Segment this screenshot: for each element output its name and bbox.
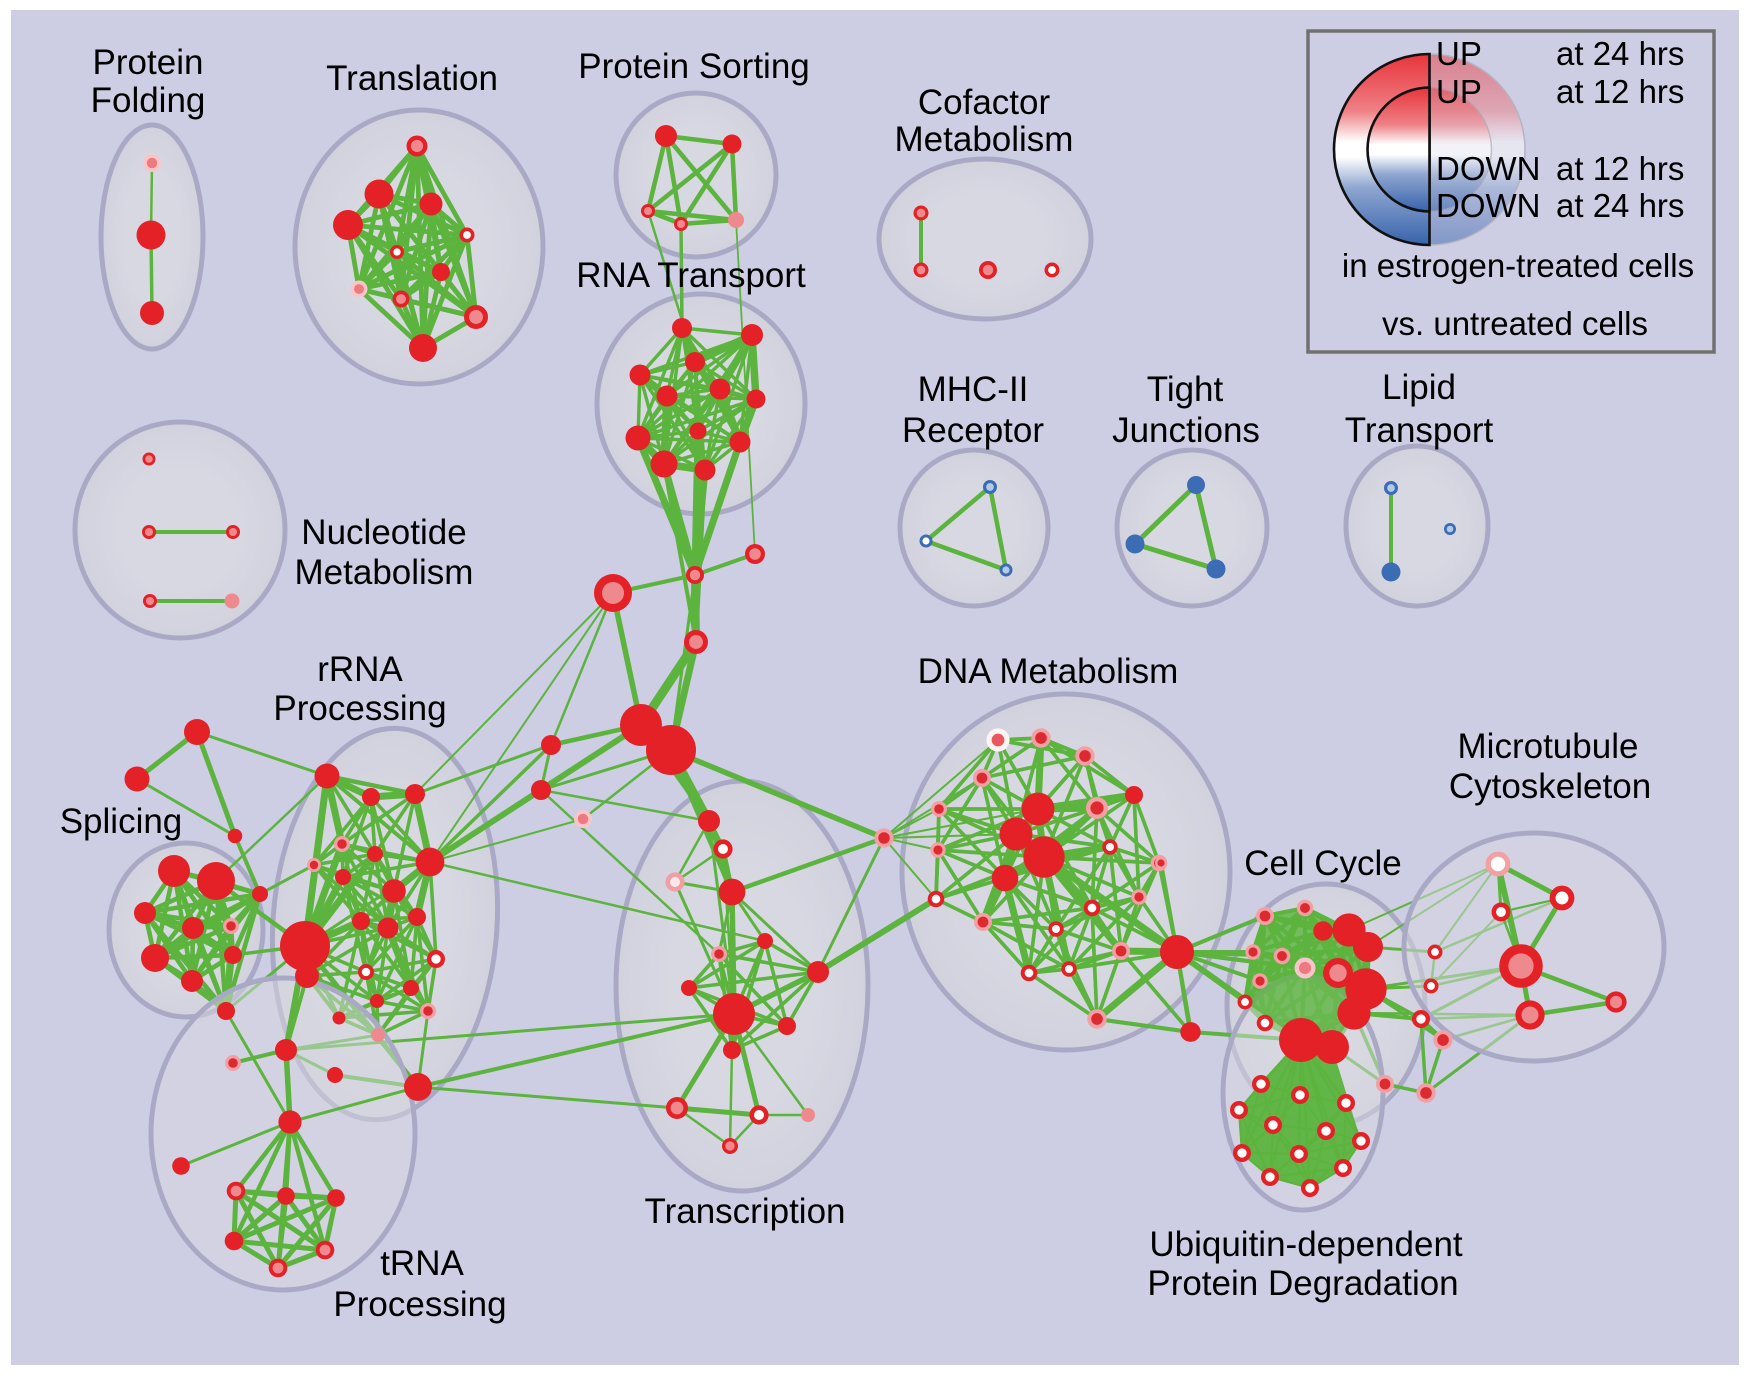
svg-text:MHC-II: MHC-II <box>918 370 1029 409</box>
svg-text:Metabolism: Metabolism <box>295 553 474 592</box>
svg-text:at 12 hrs: at 12 hrs <box>1556 73 1684 110</box>
svg-text:UP: UP <box>1436 73 1482 110</box>
svg-text:Transcription: Transcription <box>645 1192 846 1231</box>
svg-text:Junctions: Junctions <box>1112 411 1260 450</box>
svg-text:Translation: Translation <box>326 59 498 98</box>
svg-text:Nucleotide: Nucleotide <box>301 513 466 552</box>
svg-text:RNA Transport: RNA Transport <box>576 256 806 295</box>
svg-text:Splicing: Splicing <box>60 802 183 841</box>
svg-text:Receptor: Receptor <box>902 411 1044 450</box>
svg-text:at 24 hrs: at 24 hrs <box>1556 35 1684 72</box>
svg-text:Protein: Protein <box>93 43 204 82</box>
svg-text:DNA Metabolism: DNA Metabolism <box>918 652 1179 691</box>
svg-text:Transport: Transport <box>1345 411 1494 450</box>
svg-text:in estrogen-treated cells: in estrogen-treated cells <box>1342 247 1694 284</box>
svg-text:Tight: Tight <box>1147 370 1224 409</box>
svg-text:Cell Cycle: Cell Cycle <box>1244 844 1402 883</box>
svg-text:at 12 hrs: at 12 hrs <box>1556 150 1684 187</box>
svg-text:UP: UP <box>1436 35 1482 72</box>
svg-text:Microtubule: Microtubule <box>1458 727 1639 766</box>
svg-text:Processing: Processing <box>273 689 446 728</box>
svg-text:at 24 hrs: at 24 hrs <box>1556 187 1684 224</box>
svg-text:Lipid: Lipid <box>1382 368 1456 407</box>
svg-text:DOWN: DOWN <box>1436 150 1540 187</box>
svg-text:Ubiquitin-dependent: Ubiquitin-dependent <box>1149 1225 1463 1264</box>
svg-text:DOWN: DOWN <box>1436 187 1540 224</box>
svg-text:Cofactor: Cofactor <box>918 83 1051 122</box>
svg-text:Protein Sorting: Protein Sorting <box>578 47 810 86</box>
svg-text:vs. untreated cells: vs. untreated cells <box>1382 305 1648 342</box>
svg-text:Protein Degradation: Protein Degradation <box>1147 1264 1458 1303</box>
svg-text:tRNA: tRNA <box>380 1244 464 1283</box>
svg-text:Folding: Folding <box>91 81 206 120</box>
svg-text:Processing: Processing <box>333 1285 506 1324</box>
svg-text:Cytoskeleton: Cytoskeleton <box>1449 767 1651 806</box>
svg-text:rRNA: rRNA <box>317 650 403 689</box>
svg-text:Metabolism: Metabolism <box>895 120 1074 159</box>
